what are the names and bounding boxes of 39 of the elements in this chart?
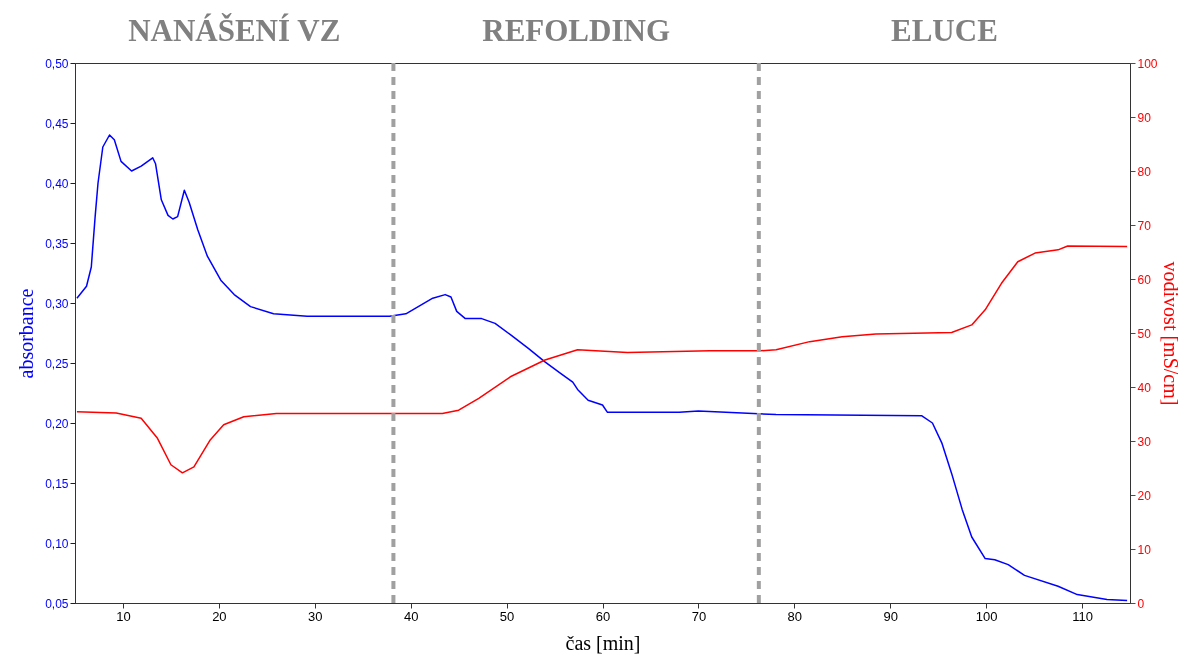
y-tick-label: 0,40 xyxy=(45,176,69,191)
x-tick-label: 50 xyxy=(499,608,515,624)
y2-tick-label: 40 xyxy=(1137,380,1152,395)
y2-tick-label: 30 xyxy=(1137,434,1152,449)
y2-tick-label: 50 xyxy=(1137,326,1152,341)
x-tick-label: 90 xyxy=(883,608,898,624)
y-tick-label: 0,30 xyxy=(45,296,69,311)
x-tick-label: 20 xyxy=(212,608,227,624)
y2-tick-label: 80 xyxy=(1137,164,1152,179)
text: ELUCE xyxy=(891,13,998,48)
y2-tick-label: 70 xyxy=(1137,218,1152,233)
x-tick-label: 30 xyxy=(308,608,323,624)
x-tick-label: 80 xyxy=(787,608,803,624)
y-tick-label: 0,45 xyxy=(45,116,69,131)
x-tick-label: 70 xyxy=(691,608,707,624)
y-tick-label: 0,05 xyxy=(45,596,69,611)
text: REFOLDING xyxy=(482,13,670,48)
y-tick-label: 0,35 xyxy=(45,236,69,251)
x-tick-label: 40 xyxy=(403,608,419,624)
y2-tick-label: 0 xyxy=(1137,596,1145,611)
line-series xyxy=(76,245,1128,474)
y-tick-label: 0,25 xyxy=(45,356,69,371)
x-tick-label: 110 xyxy=(1072,608,1093,624)
x-tick-label: 10 xyxy=(116,608,131,624)
x-tick-label: 60 xyxy=(595,608,611,624)
x-axis-title: čas [min] xyxy=(565,631,641,654)
text: NANÁŠENÍ VZ xyxy=(128,13,341,48)
y-tick-label: 0,50 xyxy=(45,56,69,71)
y-tick-label: 0,10 xyxy=(45,536,69,551)
y2-tick-label: 90 xyxy=(1137,110,1152,125)
x-tick-label: 100 xyxy=(975,608,998,624)
y-axis-title: absorbance xyxy=(15,288,38,379)
y-tick-label: 0,15 xyxy=(45,476,69,491)
y2-tick-label: 60 xyxy=(1137,272,1152,287)
y2-axis-title: vodivost [mS/cm] xyxy=(1159,261,1182,406)
y2-tick-label: 10 xyxy=(1137,542,1152,557)
y-tick-label: 0,20 xyxy=(45,416,69,431)
y2-tick-label: 20 xyxy=(1137,488,1152,503)
y2-tick-label: 100 xyxy=(1137,56,1158,71)
